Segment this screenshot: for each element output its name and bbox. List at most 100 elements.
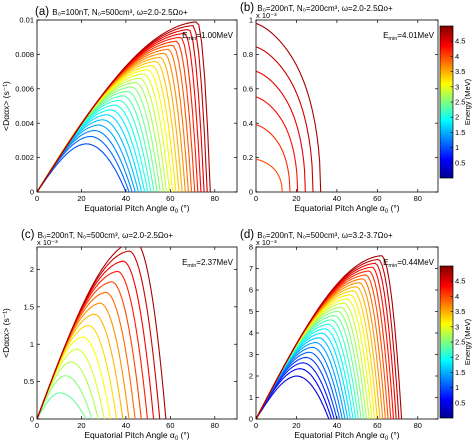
plot-frame	[36, 19, 238, 193]
emin-annotation: Emin=4.01MeV	[383, 31, 435, 42]
energy-curve	[256, 70, 306, 192]
x-tick-label: 80	[211, 421, 219, 430]
energy-curve	[256, 158, 283, 192]
y-tick-label: 3	[249, 350, 253, 359]
x-axis-label: Equatorial Pitch Angle α0 (°)	[84, 203, 189, 215]
energy-curve	[256, 22, 322, 192]
y-tick-label: 1	[30, 340, 34, 349]
y-tick-label: 8	[249, 243, 253, 252]
y-tick-label: 1.5	[24, 302, 34, 311]
energy-curve	[256, 124, 291, 192]
energy-curve	[256, 46, 314, 192]
curve-group	[37, 21, 211, 192]
colorbar: 0.5 1 1.5 2 2.5 3 3.5 4 4.5 Energy (MeV)	[439, 265, 472, 419]
x-tick-label: 20	[77, 421, 85, 430]
y-tick-label: 0.008	[15, 50, 34, 59]
colorbar-tick-label: 4.5	[455, 277, 465, 286]
colorbar-tick-label: 3	[455, 82, 459, 91]
x-axis-label: Equatorial Pitch Angle α0 (°)	[294, 203, 399, 215]
colorbar-tick-label: 2.5	[455, 338, 465, 347]
colorbar-tick-label: 2.5	[455, 98, 465, 107]
colorbar-tick-label: 3.5	[455, 307, 465, 316]
energy-curve	[256, 96, 299, 192]
colorbar-tick-label: 1	[455, 143, 459, 152]
colorbar-tick-label: 1.5	[455, 128, 465, 137]
x-tick-label: 20	[292, 194, 300, 203]
curve-group	[256, 255, 403, 419]
y-tick-label: 0.01	[19, 16, 34, 25]
x-tick-label: 60	[166, 421, 174, 430]
y-tick-label: 0	[249, 415, 253, 424]
x-tick-label: 0	[254, 421, 258, 430]
panel-c: 0 20 40 60 80 0 0.5 1 1.5 2 x 10⁻³(c) B₀=200nT, N₀…	[1, 229, 238, 442]
x-tick-label: 20	[292, 421, 300, 430]
panel-d: 0 20 40 60 80 0 1 2 3 4 5 6 7 8x 10⁻³(d) B₀=200nT, N₀…	[240, 229, 439, 442]
panel-title: (b) B₀=200nT, N₀=200cm³, ω=2.0-2.5Ωo+	[240, 2, 393, 14]
x-tick-label: 40	[333, 194, 341, 203]
x-tick-label: 0	[254, 194, 258, 203]
colorbar-tick-label: 3	[455, 322, 459, 331]
x-axis-label: Equatorial Pitch Angle α0 (°)	[294, 430, 399, 442]
y-tick-label: 0	[249, 188, 253, 197]
emin-annotation: Emin=2.37MeV	[182, 258, 234, 269]
y-tick-label: 0.5	[24, 377, 34, 386]
y-tick-label: 6	[249, 286, 253, 295]
energy-curve	[256, 255, 403, 419]
y-axis-label: <Dααx> (s⁻¹)	[1, 81, 11, 131]
y-tick-label: 0	[30, 415, 34, 424]
y-tick-label: 2	[249, 372, 253, 381]
y-tick-label: 0.006	[15, 84, 34, 93]
colorbar-tick-label: 0.5	[455, 158, 465, 167]
y-tick-label: 0.004	[15, 119, 34, 128]
colorbar-tick-label: 0.5	[455, 398, 465, 407]
colorbar-tick-label: 4	[455, 52, 459, 61]
energy-curve	[37, 375, 93, 419]
x-tick-label: 40	[122, 194, 130, 203]
colorbar-tick-label: 1.5	[455, 368, 465, 377]
emin-annotation: Emin=0.44MeV	[383, 258, 435, 269]
y-tick-label: 0	[30, 188, 34, 197]
y-exponent: x 10⁻³	[256, 11, 277, 20]
energy-curve	[37, 247, 167, 419]
x-tick-label: 60	[166, 194, 174, 203]
x-tick-label: 60	[373, 194, 381, 203]
y-tick-label: 0.2	[243, 153, 253, 162]
energy-curve	[37, 21, 211, 192]
colorbar-tick-label: 1	[455, 383, 459, 392]
curve-group	[256, 22, 322, 192]
y-tick-label: 4	[249, 329, 253, 338]
energy-curve	[37, 143, 127, 192]
y-exponent: x 10⁻³	[256, 238, 277, 247]
panel-b: 0 20 40 60 80 0 0.2 0.4 0.6 0.8 1x 10⁻³(b) B₀=200n…	[240, 2, 439, 215]
x-tick-label: 0	[35, 194, 39, 203]
colorbar-tick-label: 4	[455, 292, 459, 301]
panel-a: 0 20 40 60 80 0 0.002 0.004 0.006 0.008 0.01(a) B₀…	[1, 6, 238, 215]
y-axis-label: <Dααx> (s⁻¹)	[1, 308, 11, 358]
x-axis-label: Equatorial Pitch Angle α0 (°)	[84, 430, 189, 442]
y-tick-label: 0.002	[15, 153, 34, 162]
energy-curve	[256, 375, 330, 419]
y-tick-label: 1	[249, 393, 253, 402]
plot-frame	[255, 246, 439, 420]
x-tick-label: 80	[414, 194, 422, 203]
x-tick-label: 40	[122, 421, 130, 430]
x-tick-label: 60	[373, 421, 381, 430]
colorbar-tick-label: 4.5	[455, 37, 465, 46]
x-tick-label: 80	[211, 194, 219, 203]
panel-title: (a) B₀=100nT, N₀=500cm³, ω=2.0-2.5Ωo+	[35, 6, 188, 18]
y-tick-label: 2	[30, 265, 34, 274]
energy-curve	[37, 392, 87, 419]
x-tick-label: 40	[333, 421, 341, 430]
colorbar-label: Energy (MeV)	[463, 318, 472, 365]
x-tick-label: 0	[35, 421, 39, 430]
y-tick-label: 5	[249, 307, 253, 316]
colorbars: 0.5 1 1.5 2 2.5 3 3.5 4 4.5 Energy (MeV) 0.5 1 1.5 2 2…	[439, 25, 472, 419]
colorbar-tick-label: 2	[455, 353, 459, 362]
curve-group	[37, 247, 167, 419]
y-tick-label: 0.8	[243, 50, 253, 59]
colorbar: 0.5 1 1.5 2 2.5 3 3.5 4 4.5 Energy (MeV)	[439, 25, 472, 179]
panel-title: (d) B₀=200nT, N₀=500cm³, ω=3.2-3.7Ωo+	[240, 229, 393, 241]
emin-annotation: Emin=1.00MeV	[182, 31, 234, 42]
colorbar-label: Energy (MeV)	[463, 78, 472, 125]
